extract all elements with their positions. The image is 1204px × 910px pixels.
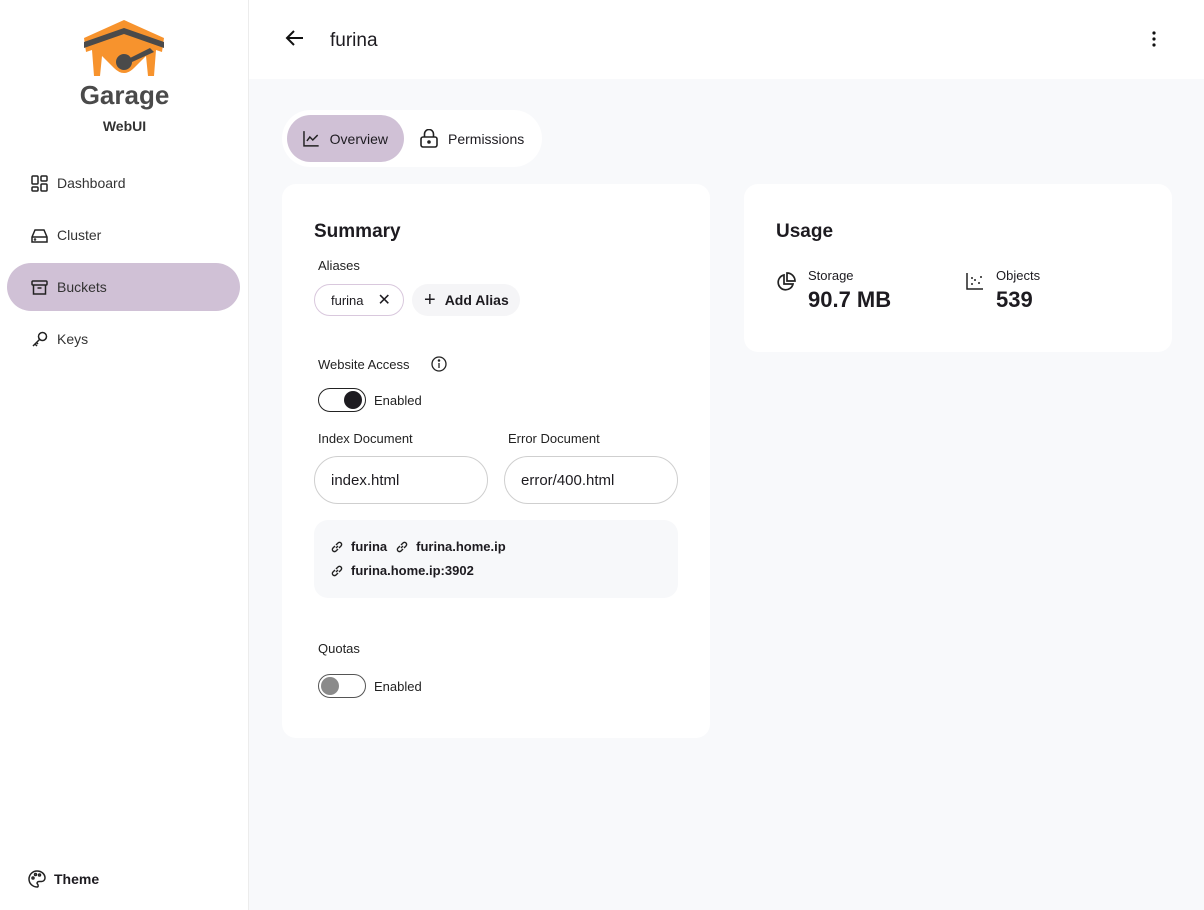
link-text[interactable]: furina.home.ip:3902 [351, 563, 474, 578]
key-icon [32, 331, 48, 347]
garage-logo [84, 20, 164, 76]
error-document-input[interactable]: error/400.html [504, 456, 678, 504]
sidebar-item-label: Cluster [57, 227, 102, 243]
website-access-toggle[interactable] [318, 388, 366, 412]
tab-permissions[interactable]: Permissions [404, 115, 540, 162]
usage-title: Usage [776, 221, 834, 242]
palette-icon [28, 870, 46, 888]
theme-button[interactable]: Theme [28, 870, 99, 888]
tab-overview[interactable]: Overview [287, 115, 404, 162]
close-icon[interactable]: ✕ [377, 292, 391, 309]
objects-label: Objects [996, 268, 1041, 283]
quotas-label: Quotas [318, 641, 360, 656]
add-alias-button[interactable]: + Add Alias [412, 284, 520, 316]
index-document-label: Index Document [318, 431, 413, 446]
add-alias-label: Add Alias [444, 292, 509, 308]
hard-drive-icon [31, 228, 48, 243]
usage-card: Usage Storage 90.7 MB Objects 539 [744, 184, 1172, 352]
link-text[interactable]: furina [351, 539, 388, 554]
alias-chip: furina ✕ [314, 284, 404, 316]
lock-icon [420, 129, 438, 148]
summary-card: Summary Aliases furina ✕ + Add Alias Web… [282, 184, 710, 738]
info-icon[interactable] [431, 356, 447, 372]
link-icon [331, 565, 343, 576]
quotas-toggle-label: Enabled [374, 679, 422, 694]
chart-line-icon [303, 131, 319, 147]
tab-label: Overview [329, 130, 388, 147]
brand-name: Garage [79, 80, 170, 110]
alias-text: furina [331, 292, 364, 308]
storage-stat: Storage 90.7 MB [776, 268, 891, 313]
objects-value: 539 [996, 287, 1033, 312]
quotas-toggle[interactable] [318, 674, 366, 698]
website-toggle-label: Enabled [374, 393, 422, 408]
link-icon [396, 541, 408, 552]
back-arrow-icon[interactable] [285, 28, 305, 48]
sidebar-item-label: Dashboard [57, 175, 126, 191]
index-document-input[interactable]: index.html [314, 456, 488, 504]
plus-icon: + [424, 288, 436, 311]
link-icon [331, 541, 343, 552]
link-text[interactable]: furina.home.ip [416, 539, 506, 554]
dashboard-icon [31, 174, 48, 192]
tab-label: Permissions [448, 130, 525, 147]
tab-bar: Overview Permissions [282, 110, 542, 167]
more-vertical-icon[interactable] [1152, 30, 1156, 48]
sidebar-item-dashboard[interactable]: Dashboard [7, 159, 240, 207]
sidebar-item-label: Buckets [57, 279, 107, 295]
aliases-label: Aliases [318, 258, 360, 273]
archive-icon [31, 279, 48, 295]
pie-chart-icon [777, 272, 796, 291]
scatter-chart-icon [966, 273, 983, 290]
storage-label: Storage [808, 268, 854, 283]
website-links: furina furina.home.ip furina.home.ip:390… [314, 520, 678, 598]
brand-subtitle: WebUI [102, 118, 147, 134]
theme-label: Theme [54, 871, 100, 887]
sidebar-item-cluster[interactable]: Cluster [7, 211, 240, 259]
top-bar: furina [249, 0, 1204, 79]
sidebar-item-buckets[interactable]: Buckets [7, 263, 240, 311]
storage-value: 90.7 MB [808, 287, 892, 312]
website-access-label: Website Access [318, 357, 410, 372]
error-document-label: Error Document [508, 431, 600, 446]
objects-stat: Objects 539 [966, 268, 1040, 313]
sidebar-item-label: Keys [57, 331, 89, 347]
sidebar-item-keys[interactable]: Keys [7, 315, 240, 363]
summary-title: Summary [314, 221, 401, 242]
page-title: furina [330, 30, 378, 51]
sidebar: Garage WebUI Dashboard Cluster Buckets K… [0, 0, 249, 910]
